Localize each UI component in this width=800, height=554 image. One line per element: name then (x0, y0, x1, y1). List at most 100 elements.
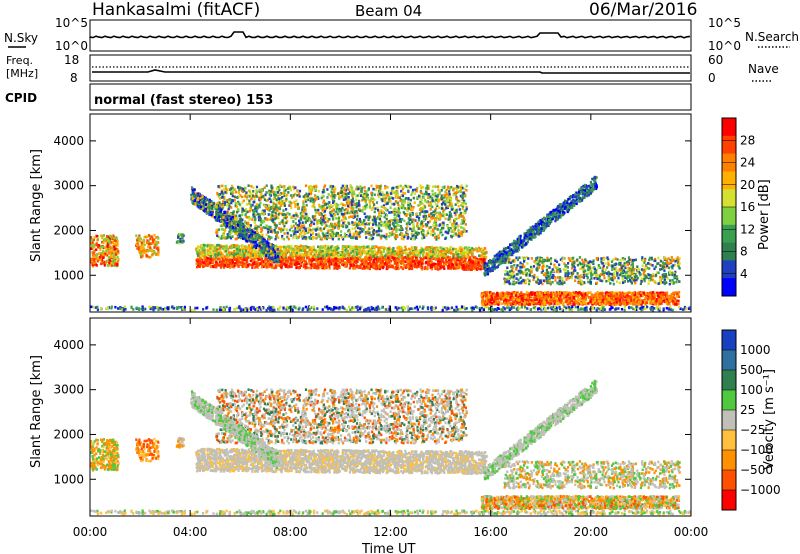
power-cell (383, 193, 386, 197)
power-cell (299, 228, 302, 232)
power-cell (402, 256, 405, 260)
power-cell (138, 250, 141, 253)
power-cell (456, 199, 459, 203)
power-cell (252, 211, 255, 214)
power-cell (449, 197, 452, 200)
power-cell (360, 253, 363, 256)
power-cell (361, 267, 364, 270)
power-cell (96, 257, 99, 260)
power-cell (371, 236, 375, 240)
power-cell (350, 251, 353, 254)
power-cell (433, 232, 436, 236)
power-cell (244, 257, 247, 260)
power-cell (477, 261, 480, 264)
power-cell (352, 264, 356, 267)
power-cell (439, 217, 442, 220)
power-cell (242, 262, 245, 265)
power-cell (325, 262, 328, 266)
power-cell (291, 215, 294, 219)
power-cell (143, 251, 146, 254)
power-cell (236, 216, 239, 220)
power-cell (441, 214, 444, 217)
power-cell (241, 210, 244, 213)
power-cell (315, 197, 318, 201)
power-cell (467, 255, 470, 259)
power-cell (397, 245, 401, 249)
power-cell (197, 264, 200, 268)
power-cell (306, 195, 309, 198)
power-cell (479, 247, 482, 251)
power-cell (422, 229, 425, 232)
power-cell (106, 263, 109, 267)
power-cell (223, 196, 226, 199)
power-cell (99, 248, 102, 251)
power-cell (404, 245, 407, 249)
power-cell (360, 190, 363, 193)
power-cell (245, 191, 248, 194)
power-cell (265, 184, 268, 187)
power-cell (249, 259, 252, 263)
power-cell (447, 217, 450, 220)
power-cell (343, 194, 346, 198)
power-cell (462, 193, 465, 196)
power-cell (367, 245, 370, 248)
power-cell (443, 254, 446, 258)
cpid-text: normal (fast stereo) 153 (94, 93, 273, 108)
power-cell (394, 259, 397, 263)
power-cell (459, 255, 462, 259)
power-cell (386, 193, 389, 197)
power-cell (242, 199, 245, 203)
power-cell (298, 195, 301, 198)
power-cell (448, 259, 451, 262)
power-cell (289, 188, 293, 192)
power-cell (436, 248, 440, 252)
power-cell (403, 212, 407, 216)
power-cell (355, 247, 358, 251)
power-cell (285, 208, 288, 211)
power-cell (450, 235, 453, 239)
power-cell (443, 250, 446, 254)
power-cell (280, 185, 283, 189)
power-cell (480, 255, 483, 259)
power-cell (219, 255, 222, 258)
power-cell (440, 207, 443, 210)
power-cell (312, 204, 315, 208)
power-cell (312, 232, 315, 235)
power-cell (220, 251, 223, 255)
power-cell (223, 236, 226, 240)
power-cell (106, 245, 109, 248)
power-cell (465, 189, 468, 192)
power-cell (431, 214, 434, 217)
power-cell (380, 237, 383, 240)
power-cell (351, 222, 354, 226)
power-cell (396, 228, 399, 231)
power-cell (438, 206, 441, 210)
power-cell (153, 233, 156, 237)
power-cell (376, 265, 379, 269)
power-cell (386, 259, 389, 263)
power-cell (290, 260, 293, 263)
power-cell (453, 267, 456, 270)
power-cell (320, 260, 323, 263)
power-cell (260, 188, 264, 191)
power-cell (110, 254, 113, 258)
power-cell (232, 188, 235, 191)
power-cell (396, 256, 400, 260)
power-cell (264, 260, 267, 263)
power-cell (268, 192, 271, 195)
power-cell (301, 210, 304, 213)
power-cell (358, 255, 362, 259)
power-cell (268, 218, 271, 221)
power-cell (353, 212, 356, 215)
power-cell (244, 264, 247, 268)
power-cell (142, 238, 145, 242)
power-cell (464, 259, 467, 262)
power-cell (152, 249, 155, 253)
power-cell (252, 190, 255, 193)
power-cell (418, 254, 421, 257)
power-cell (382, 206, 385, 209)
power-cell (229, 254, 232, 257)
power-cell (427, 231, 430, 235)
power-cell (386, 261, 389, 264)
power-cell (108, 241, 111, 245)
